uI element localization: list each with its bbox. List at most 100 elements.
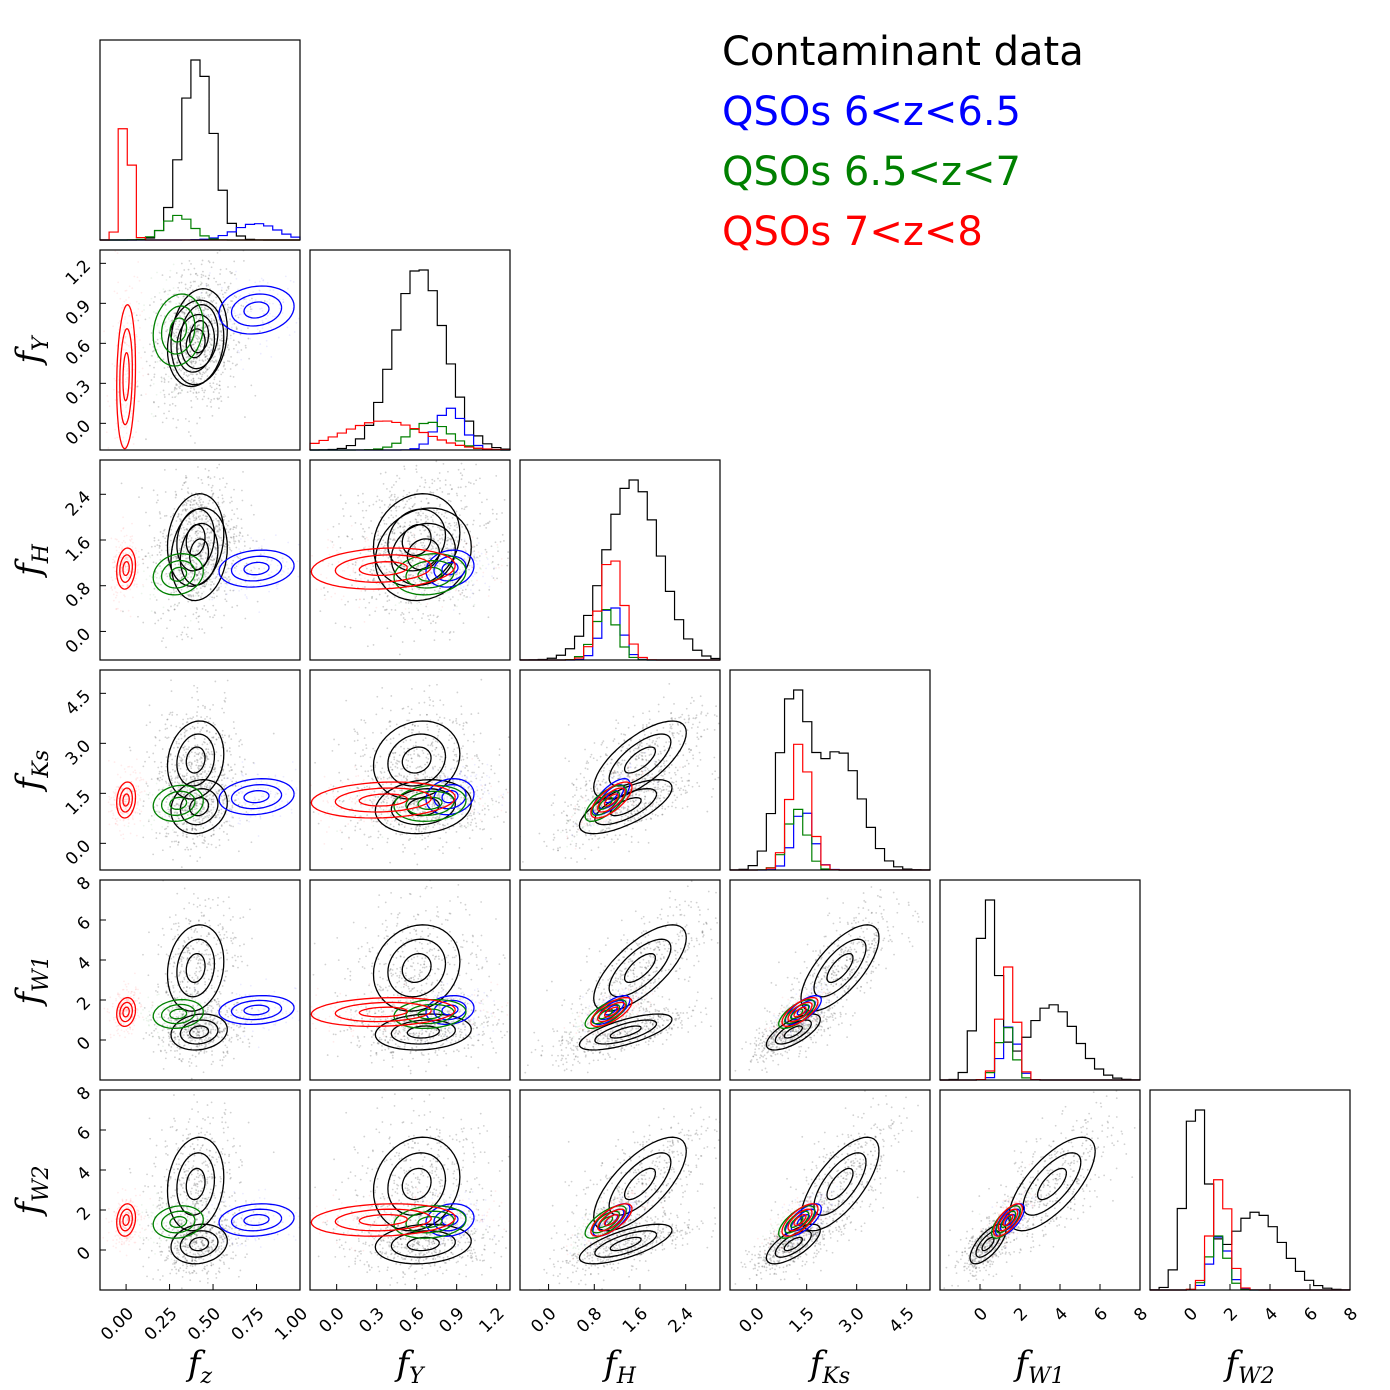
contour-2 (405, 1003, 455, 1025)
panel-frame (309, 879, 511, 1081)
contour-3 (310, 547, 456, 590)
y-tick-label: 8 (73, 1083, 95, 1105)
contour-0 (387, 938, 447, 998)
contour-2 (393, 784, 467, 822)
contour-0 (609, 1025, 642, 1039)
contour-2 (169, 317, 188, 343)
contour-3 (122, 1213, 130, 1227)
contour-0 (387, 1152, 447, 1216)
contour-3 (116, 996, 137, 1028)
contour-3 (590, 996, 633, 1028)
contour-3 (122, 793, 130, 807)
contour-3 (603, 1006, 619, 1018)
panel-frame (99, 249, 301, 451)
contour-2 (152, 998, 204, 1030)
panel-fY-fY (309, 249, 511, 451)
panel-frame (99, 879, 301, 1081)
contour-0 (179, 1230, 219, 1258)
x-tick-label: 1.5 (785, 1304, 818, 1337)
contour-2 (160, 559, 196, 589)
contour-1 (218, 994, 295, 1026)
contour-2 (152, 1205, 204, 1239)
x-axis-label: fW2 (1222, 1344, 1274, 1389)
contour-2 (405, 1210, 455, 1234)
y-tick-label: 0.8 (62, 579, 95, 612)
panel-frame (519, 669, 721, 871)
x-tick-label: 0.0 (527, 1304, 560, 1337)
legend-entry-contaminant: Contaminant data (722, 22, 1084, 82)
panel-fY-fKs (309, 669, 511, 871)
contour-1 (243, 1213, 270, 1227)
contour-3 (1002, 1213, 1014, 1227)
scatter-points-3 (310, 981, 509, 1043)
contour-1 (230, 555, 283, 582)
x-tick-label: 1.2 (475, 1304, 508, 1337)
contour-0 (578, 1013, 673, 1051)
contour-0 (176, 938, 216, 998)
contour-1 (230, 293, 283, 327)
contour-3 (603, 1213, 619, 1227)
scatter-points-0 (138, 880, 254, 1080)
contour-0 (406, 1025, 440, 1039)
contour-3 (310, 781, 456, 819)
histogram-contaminant-data (939, 899, 1141, 1081)
contour-3 (310, 996, 456, 1028)
histogram-qsos-6-z-6-5 (940, 1026, 1140, 1081)
panel-fH-fH (519, 459, 721, 661)
contour-1 (243, 1004, 270, 1016)
contour-0 (189, 538, 210, 571)
x-axis-label: fH (601, 1344, 637, 1389)
scatter-points-3 (102, 1187, 152, 1257)
contour-2 (160, 305, 196, 355)
contour-3 (358, 1006, 408, 1018)
x-tick-label: 8 (1130, 1304, 1152, 1326)
contour-2 (417, 796, 443, 810)
panel-frame (99, 459, 301, 661)
y-tick-label: 0.0 (62, 836, 95, 869)
x-tick-label: 6 (1300, 1304, 1322, 1326)
scatter-points-0 (312, 880, 509, 1075)
contour-1 (425, 994, 475, 1026)
contour-2 (591, 790, 621, 816)
panel-frame (309, 1089, 511, 1291)
scatter-points-0 (520, 682, 720, 863)
contour-0 (826, 952, 854, 984)
contour-2 (160, 1210, 196, 1234)
histogram-contaminant-data (519, 479, 721, 661)
panel-fY-fH (309, 459, 511, 661)
contour-0 (374, 779, 472, 835)
contour-0 (608, 1152, 672, 1216)
panel-frame (729, 1089, 931, 1291)
histogram-contaminant-data (309, 269, 511, 451)
contour-1 (230, 999, 283, 1021)
contour-0 (179, 1019, 219, 1045)
y-tick-label: 4 (73, 953, 95, 975)
contour-3 (119, 787, 133, 813)
contour-2 (169, 796, 188, 810)
contour-0 (189, 1236, 210, 1252)
contour-1 (425, 778, 475, 816)
y-tick-label: 2.4 (62, 487, 95, 520)
contour-3 (603, 793, 619, 807)
contour-0 (372, 1136, 461, 1232)
contour-0 (401, 1167, 432, 1201)
x-tick-label: 0.25 (141, 1304, 182, 1345)
contour-3 (781, 1203, 819, 1237)
y-tick-label: 0 (73, 1243, 95, 1265)
x-tick-label: 0.50 (184, 1304, 225, 1345)
contour-0 (783, 1025, 803, 1039)
scatter-points-3 (310, 1187, 510, 1252)
contour-2 (169, 1215, 188, 1229)
x-tick-label: 0.0 (315, 1304, 348, 1337)
histogram-qsos-6-5-z-7 (100, 214, 300, 241)
contour-2 (584, 784, 627, 822)
x-tick-label: 2 (1010, 1304, 1032, 1326)
contour-0 (185, 328, 206, 359)
contour-0 (1036, 1167, 1068, 1201)
histogram-qsos-6-5-z-7 (940, 1027, 1140, 1081)
contour-0 (401, 523, 432, 557)
y-tick-label: 0.0 (62, 624, 95, 657)
contour-3 (334, 1001, 432, 1023)
contour-0 (578, 779, 673, 835)
panel-fKs-fW2: 0.0 1.5 3.0 4.5 fKs (729, 1089, 931, 1389)
